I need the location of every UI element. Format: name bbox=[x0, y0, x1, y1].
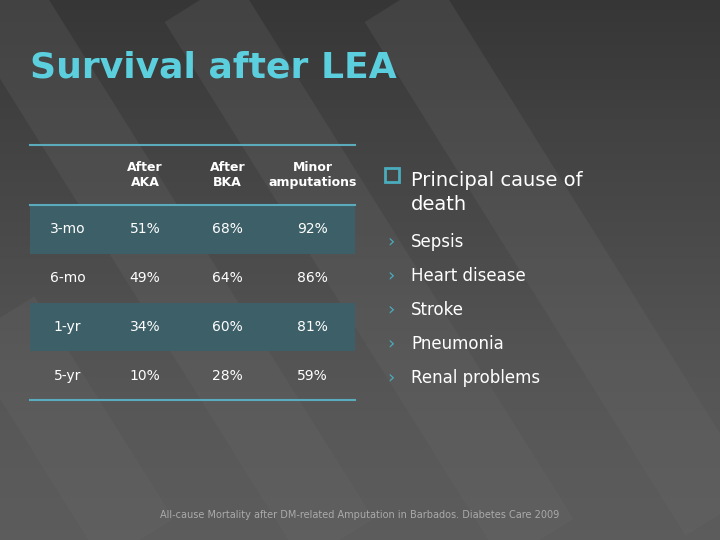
Text: ›: › bbox=[387, 267, 395, 285]
Text: After
BKA: After BKA bbox=[210, 161, 246, 189]
Text: Stroke: Stroke bbox=[411, 301, 464, 319]
Text: 28%: 28% bbox=[212, 369, 243, 383]
Bar bbox=[385, 168, 399, 182]
Text: 49%: 49% bbox=[130, 271, 161, 285]
Text: Survival after LEA: Survival after LEA bbox=[30, 50, 397, 84]
Bar bbox=[30, 302, 355, 351]
Text: 3-mo: 3-mo bbox=[50, 222, 85, 237]
Text: After
AKA: After AKA bbox=[127, 161, 163, 189]
Text: 92%: 92% bbox=[297, 222, 328, 237]
Text: 34%: 34% bbox=[130, 320, 161, 334]
Text: 60%: 60% bbox=[212, 320, 243, 334]
Text: Minor
amputations: Minor amputations bbox=[269, 161, 356, 189]
Text: 5-yr: 5-yr bbox=[54, 369, 81, 383]
Text: Sepsis: Sepsis bbox=[411, 233, 464, 251]
Text: Pneumonia: Pneumonia bbox=[411, 335, 504, 353]
Text: 51%: 51% bbox=[130, 222, 161, 237]
Text: 1-yr: 1-yr bbox=[54, 320, 81, 334]
Text: ›: › bbox=[387, 233, 395, 251]
Text: 6-mo: 6-mo bbox=[50, 271, 86, 285]
Text: 10%: 10% bbox=[130, 369, 161, 383]
Text: 64%: 64% bbox=[212, 271, 243, 285]
Text: Principal cause of
death: Principal cause of death bbox=[411, 171, 582, 213]
Text: 68%: 68% bbox=[212, 222, 243, 237]
Text: 81%: 81% bbox=[297, 320, 328, 334]
Bar bbox=[30, 205, 355, 254]
Text: Heart disease: Heart disease bbox=[411, 267, 526, 285]
Text: Renal problems: Renal problems bbox=[411, 369, 540, 387]
Text: All-cause Mortality after DM-related Amputation in Barbados. Diabetes Care 2009: All-cause Mortality after DM-related Amp… bbox=[161, 510, 559, 520]
Text: 86%: 86% bbox=[297, 271, 328, 285]
Text: ›: › bbox=[387, 369, 395, 387]
Text: ›: › bbox=[387, 301, 395, 319]
Text: ›: › bbox=[387, 335, 395, 353]
Text: 59%: 59% bbox=[297, 369, 328, 383]
